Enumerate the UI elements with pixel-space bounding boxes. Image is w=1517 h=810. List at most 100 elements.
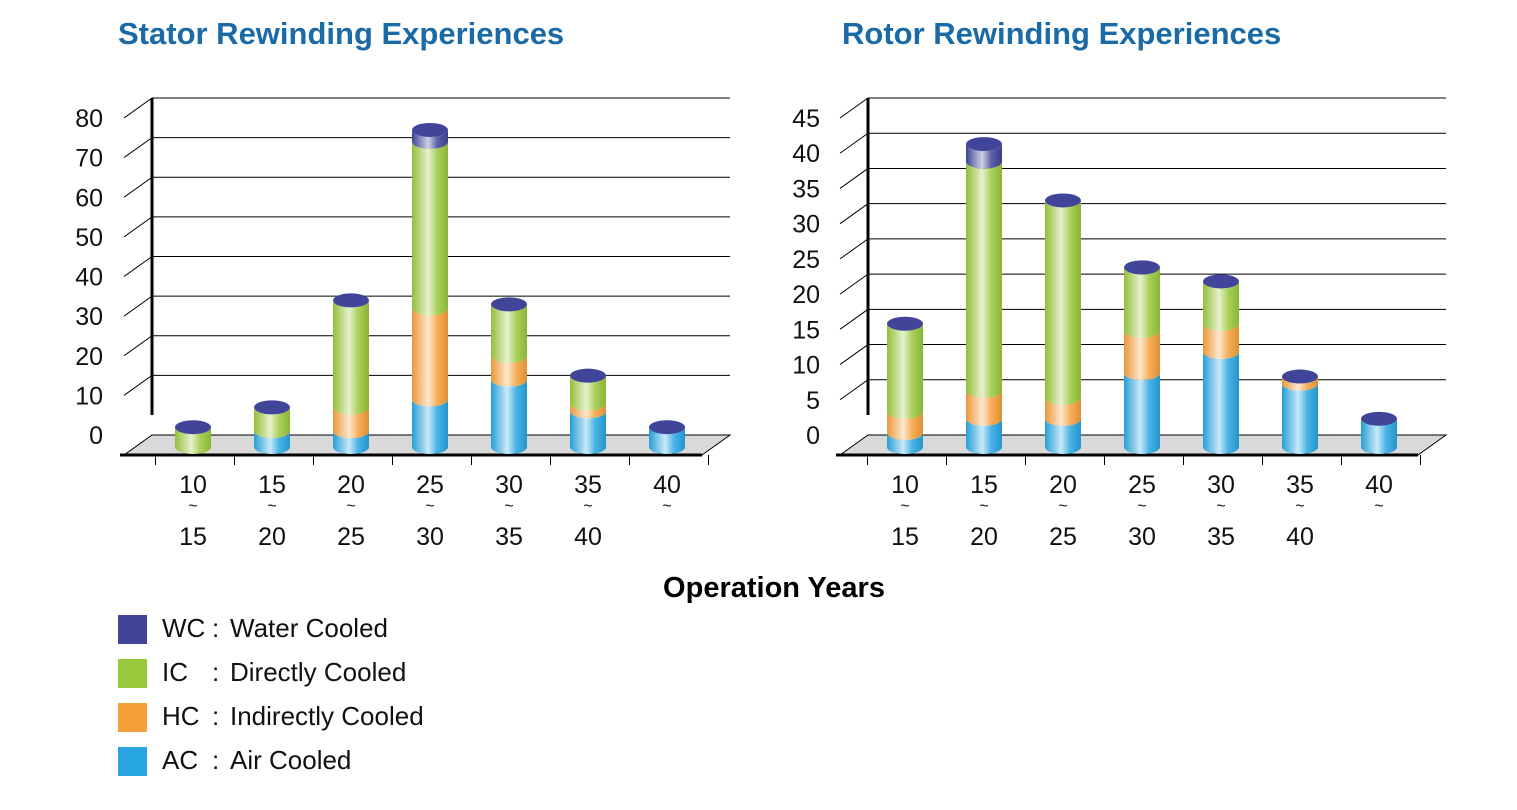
stator-chart: 0102030405060708010~1515~2020~2525~3030~…	[75, 97, 732, 551]
x-tick-label-bottom: 40	[1286, 523, 1314, 551]
bar-segment-hc	[1203, 323, 1239, 359]
legend-code-ic: IC	[162, 657, 188, 687]
y-tick-label: 15	[792, 316, 820, 344]
legend-swatch-hc	[118, 703, 147, 732]
x-tick-label-bottom: 15	[179, 523, 207, 551]
x-tick-label-tilde: ~	[1374, 498, 1383, 515]
side-gridline	[123, 256, 153, 277]
bar-segment-ic	[1203, 281, 1239, 331]
bar-cap	[254, 400, 290, 415]
bar-segment-ic	[887, 323, 923, 419]
x-tick-label-top: 25	[1128, 471, 1156, 499]
x-tick-label-tilde: ~	[425, 498, 434, 515]
rotor-chart-title: Rotor Rewinding Experiences	[842, 16, 1282, 51]
bar-segment-ac	[491, 379, 527, 454]
x-tick-label-tilde: ~	[1137, 498, 1146, 515]
x-tick-label-tilde: ~	[1216, 498, 1225, 515]
x-tick-label-top: 35	[574, 471, 602, 499]
bar-segment-hc	[1045, 397, 1081, 426]
side-gridline	[123, 137, 153, 159]
side-gridline	[839, 203, 869, 225]
bar-cap	[649, 420, 685, 435]
x-tick-label-tilde: ~	[504, 498, 513, 515]
side-gridline	[123, 176, 153, 198]
side-gridline	[839, 97, 869, 119]
x-tick-label-tilde: ~	[188, 498, 197, 515]
bar-segment-hc	[887, 411, 923, 440]
x-tick-label-top: 10	[891, 471, 919, 499]
side-gridline	[123, 295, 153, 317]
x-tick-label-bottom: 25	[337, 523, 365, 551]
bar-cap	[1361, 411, 1397, 426]
y-tick-label: 30	[75, 303, 103, 331]
bar-cap	[966, 137, 1002, 152]
x-tick-label-tilde: ~	[346, 498, 355, 515]
x-tick-label-top: 20	[337, 471, 365, 499]
legend-name-wc: Water Cooled	[230, 613, 388, 643]
bar-segment-ac	[333, 431, 369, 454]
bar-segment-hc	[333, 407, 369, 439]
y-tick-label: 0	[89, 422, 103, 450]
bar-segment-ic	[570, 375, 606, 411]
legend-swatch-wc	[118, 615, 147, 644]
bar-segment-ac	[1124, 373, 1160, 454]
side-gridline	[839, 168, 869, 189]
side-gridline	[839, 238, 869, 260]
side-gridline	[839, 132, 869, 154]
y-tick-label: 70	[75, 145, 103, 173]
bar-cap	[887, 316, 923, 331]
x-tick-label-bottom: 30	[1128, 523, 1156, 551]
legend-colon: :	[212, 745, 220, 775]
legend-colon: :	[212, 613, 220, 643]
bar-cap	[491, 297, 527, 312]
x-tick-label-bottom: 20	[970, 523, 998, 551]
bar-segment-ac	[649, 427, 685, 454]
x-tick-label-tilde: ~	[1058, 498, 1067, 515]
y-tick-label: 50	[75, 224, 103, 252]
y-tick-label: 25	[792, 246, 820, 274]
x-tick-label-top: 40	[1365, 471, 1393, 499]
stator-chart-title: Stator Rewinding Experiences	[118, 16, 565, 51]
legend-colon: :	[212, 657, 220, 687]
bar-segment-ic	[412, 141, 448, 316]
x-tick-label-tilde: ~	[662, 498, 671, 515]
y-tick-label: 20	[75, 343, 103, 371]
bar-segment-hc	[966, 390, 1002, 426]
x-tick-label-tilde: ~	[900, 498, 909, 515]
x-tick-label-tilde: ~	[583, 498, 592, 515]
bar-segment-wc	[412, 130, 448, 149]
x-tick-label-top: 30	[1207, 471, 1235, 499]
side-gridline	[123, 97, 153, 119]
bar-segment-ac	[1282, 383, 1318, 454]
bar-cap	[1282, 369, 1318, 384]
x-tick-label-bottom: 20	[258, 523, 286, 551]
y-tick-label: 45	[792, 105, 820, 133]
legend-code-ac: AC	[162, 745, 199, 775]
legend-code-hc: HC	[162, 701, 200, 731]
bar-cap	[570, 368, 606, 383]
bar-segment-ic	[1124, 267, 1160, 338]
x-tick-label-top: 20	[1049, 471, 1077, 499]
x-tick-label-top: 15	[258, 471, 286, 499]
y-tick-label: 10	[75, 382, 103, 410]
bar-cap	[333, 293, 369, 308]
x-tick-label-bottom: 40	[574, 523, 602, 551]
y-tick-label: 80	[75, 105, 103, 133]
legend-swatch-ic	[118, 659, 147, 688]
x-tick-label-bottom: 30	[416, 523, 444, 551]
y-tick-label: 30	[792, 211, 820, 239]
x-tick-label-top: 30	[495, 471, 523, 499]
bar-segment-ac	[1045, 418, 1081, 454]
bar-segment-hc	[570, 403, 606, 419]
bar-segment-ac	[412, 399, 448, 454]
bar-segment-ac	[254, 431, 290, 454]
side-gridline	[839, 308, 869, 330]
legend-colon: :	[212, 701, 220, 731]
bar-segment-hc	[491, 355, 527, 387]
x-tick-label-tilde: ~	[979, 498, 988, 515]
bar-segment-ic	[966, 161, 1002, 398]
bar-cap	[1124, 260, 1160, 275]
y-tick-label: 0	[806, 422, 820, 450]
bar-segment-ac	[887, 432, 923, 454]
bar-segment-wc	[966, 144, 1002, 169]
